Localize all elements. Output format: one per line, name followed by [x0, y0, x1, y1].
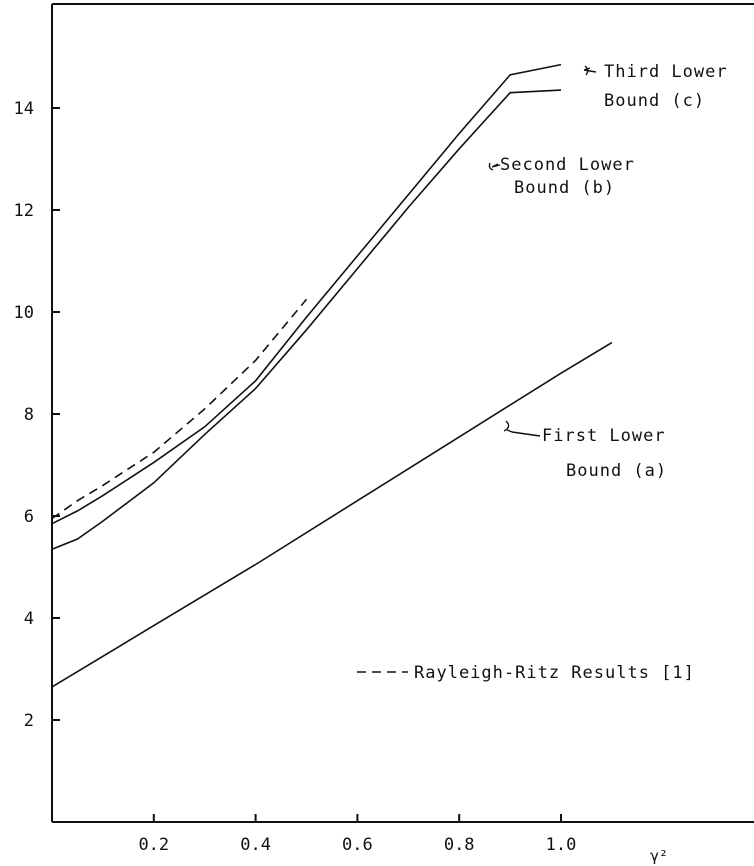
x-tick-label: 0.6 [342, 835, 373, 855]
y-tick-label: 12 [14, 201, 34, 221]
annotation-third-lower-bound: Third Lower Bound (c) [583, 62, 728, 111]
annotation-first-lower-bound: First Lower Bound (a) [503, 420, 667, 481]
annotation-line: Bound (c) [604, 91, 705, 111]
x-tick-label: 0.4 [240, 835, 271, 855]
x-tick-label: 0.8 [444, 835, 475, 855]
arrow-icon [583, 65, 597, 76]
annotation-line: Bound (a) [566, 461, 667, 481]
x-tick-label: 0.2 [138, 835, 169, 855]
y-tick-label: 14 [14, 99, 34, 119]
annotation-second-lower-bound: Second Lower Bound (b) [488, 155, 635, 198]
annotation-line: First Lower [542, 426, 666, 446]
series-line-2 [51, 341, 613, 688]
y-tick-label: 6 [24, 507, 34, 527]
series-line-1 [51, 89, 562, 550]
x-axis-label-text: γ² [650, 847, 668, 865]
y-tick-label: 2 [24, 711, 34, 731]
y-tick-label: 8 [24, 405, 34, 425]
annotation-line: Second Lower [500, 155, 635, 175]
y-tick-label: 10 [14, 303, 34, 323]
arrow-icon [488, 162, 501, 171]
axes [51, 3, 754, 823]
annotation-line: Bound (b) [514, 178, 615, 198]
legend: Rayleigh-Ritz Results [1] [357, 663, 695, 683]
x-axis-label: γ² [650, 847, 668, 865]
series-line-0 [51, 63, 562, 525]
x-tick-label: 1.0 [546, 835, 577, 855]
y-tick-label: 4 [24, 609, 34, 629]
legend-label: Rayleigh-Ritz Results [1] [414, 663, 695, 683]
arrow-icon [503, 420, 541, 437]
ticks: 0.2 0.4 0.6 0.8 1.0 2 4 6 8 10 12 14 [14, 99, 577, 855]
series-layer [51, 63, 613, 688]
series-line-3 [51, 298, 308, 520]
annotation-line: Third Lower [604, 62, 728, 82]
